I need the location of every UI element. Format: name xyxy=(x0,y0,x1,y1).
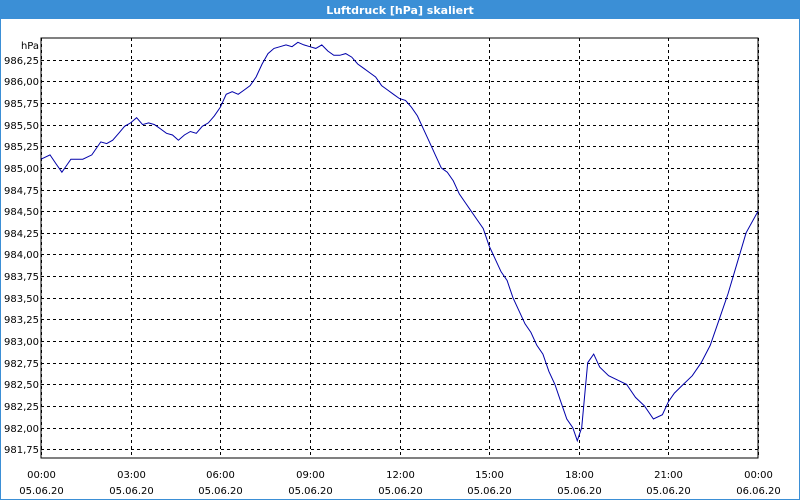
y-tick-label: 983,75 xyxy=(4,272,39,283)
series-line-pressure xyxy=(40,41,759,443)
y-tick-label: 985,25 xyxy=(4,142,39,153)
x-tick-time-label: 09:00 xyxy=(296,470,325,481)
x-tick-time-label: 12:00 xyxy=(386,470,415,481)
chart-title: Luftdruck [hPa] skaliert xyxy=(326,3,474,17)
x-tick-time-label: 03:00 xyxy=(117,470,146,481)
y-tick-label: 984,50 xyxy=(4,207,39,218)
x-tick-date-label: 05.06.20 xyxy=(198,486,243,497)
y-axis-unit-label: hPa xyxy=(21,41,39,52)
x-tick-time-label: 21:00 xyxy=(654,470,683,481)
y-tick-label: 984,75 xyxy=(4,186,39,197)
plot-area-border xyxy=(40,37,759,459)
x-tick-date-label: 05.06.20 xyxy=(467,486,512,497)
y-tick-label: 981,75 xyxy=(4,445,39,456)
y-tick-label: 986,25 xyxy=(4,56,39,67)
grid xyxy=(41,38,759,458)
title-bar: Luftdruck [hPa] skaliert xyxy=(1,1,799,19)
x-tick-date-label: 05.06.20 xyxy=(378,486,423,497)
x-tick-date-label: 05.06.20 xyxy=(557,486,602,497)
y-tick-label: 982,50 xyxy=(4,380,39,391)
x-tick-date-label: 05.06.20 xyxy=(19,486,64,497)
x-tick-date-label: 05.06.20 xyxy=(646,486,691,497)
y-tick-label: 984,00 xyxy=(4,250,39,261)
x-tick-date-label: 06.06.20 xyxy=(736,486,781,497)
y-tick-label: 986,00 xyxy=(4,77,39,88)
x-tick-time-label: 00:00 xyxy=(744,470,773,481)
x-tick-time-label: 18:00 xyxy=(565,470,594,481)
x-tick-date-label: 05.06.20 xyxy=(109,486,154,497)
y-tick-label: 985,00 xyxy=(4,164,39,175)
y-tick-label: 982,00 xyxy=(4,424,39,435)
y-tick-label: 983,50 xyxy=(4,294,39,305)
y-tick-label: 983,00 xyxy=(4,337,39,348)
x-tick-date-label: 05.06.20 xyxy=(288,486,333,497)
x-tick-time-label: 15:00 xyxy=(475,470,504,481)
y-tick-label: 983,25 xyxy=(4,315,39,326)
series-layer xyxy=(40,41,759,443)
y-tick-label: 985,75 xyxy=(4,99,39,110)
y-tick-label: 982,75 xyxy=(4,359,39,370)
y-tick-label: 985,50 xyxy=(4,121,39,132)
axes: 981,75 982,00 982,25 982,50 982,75 983,00 983,… xyxy=(4,37,781,497)
y-tick-label: 984,25 xyxy=(4,229,39,240)
y-tick-label: 982,25 xyxy=(4,402,39,413)
x-tick-time-label: 00:00 xyxy=(27,470,56,481)
x-tick-time-label: 06:00 xyxy=(206,470,235,481)
